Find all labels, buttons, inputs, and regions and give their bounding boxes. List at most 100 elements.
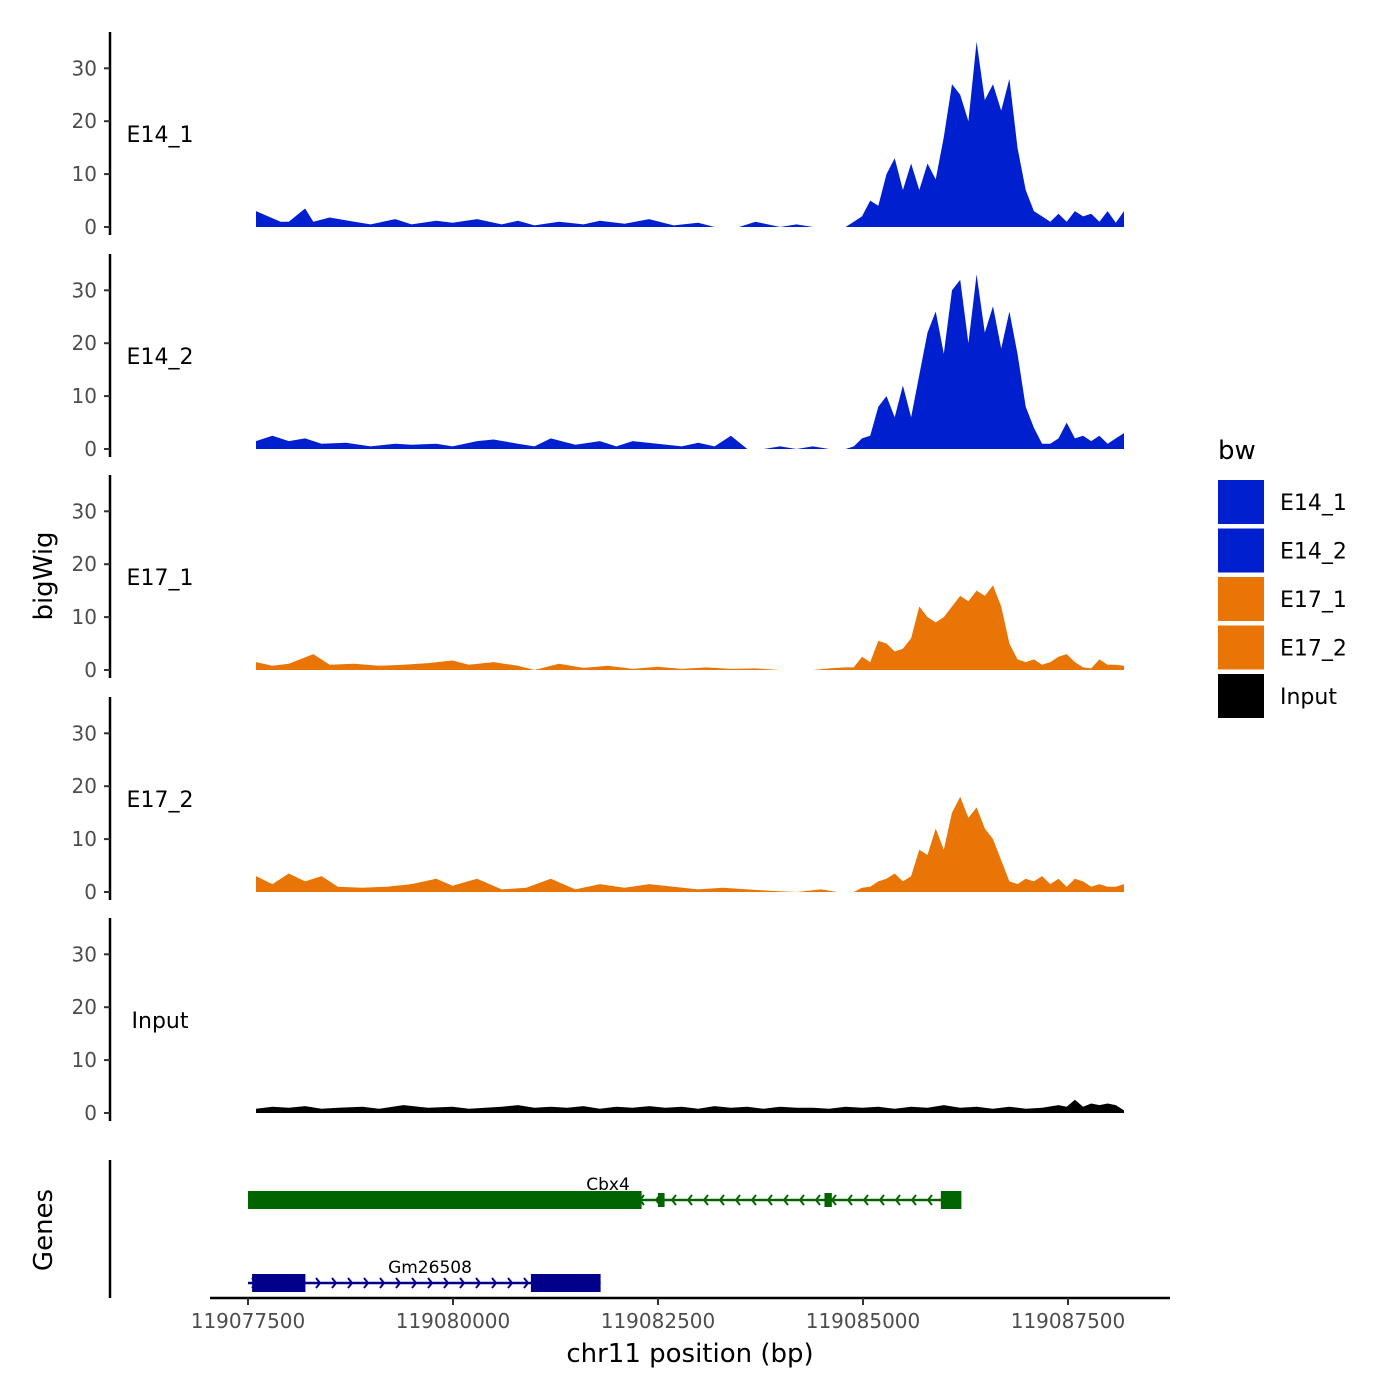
y-tick-label: 30	[72, 278, 97, 302]
strand-arrow	[331, 1277, 338, 1289]
y-tick-label: 10	[72, 384, 97, 408]
y-tick-label: 10	[72, 827, 97, 851]
x-tick-label: 119077500	[191, 1309, 306, 1333]
gene-exon	[824, 1193, 832, 1207]
signal-area-E17_2	[256, 796, 1124, 892]
legend-label: E14_2	[1280, 540, 1347, 565]
strand-arrow	[427, 1277, 434, 1289]
legend-entry-Input: Input	[1218, 674, 1337, 718]
gene-exon	[658, 1193, 665, 1207]
strand-arrow	[846, 1194, 853, 1206]
track-Input: 0 10 20 30 Input	[72, 918, 1124, 1125]
strand-arrow	[718, 1194, 725, 1206]
legend-label: E17_2	[1280, 637, 1347, 662]
strand-arrow	[491, 1277, 498, 1289]
legend-entry-E14_1: E14_1	[1218, 480, 1347, 524]
y-tick-label: 10	[72, 1048, 97, 1072]
strand-arrow	[926, 1194, 933, 1206]
track-name-E17_2: E17_2	[127, 788, 194, 813]
track-name-Input: Input	[132, 1009, 189, 1034]
track-E17_2: 0 10 20 30 E17_2	[72, 697, 1124, 904]
strand-arrow	[766, 1194, 773, 1206]
y-tick-label: 0	[84, 215, 97, 239]
strand-arrow	[363, 1277, 370, 1289]
y-tick-label: 0	[84, 880, 97, 904]
gene-label-Gm26508: Gm26508	[388, 1258, 472, 1278]
strand-arrow	[878, 1194, 885, 1206]
y-tick-label: 20	[72, 774, 97, 798]
gene-Gm26508: Gm26508	[248, 1258, 601, 1292]
track-E14_2: 0 10 20 30 E14_2	[72, 254, 1124, 461]
signal-area-E14_1	[256, 41, 1124, 227]
strand-arrow	[910, 1194, 917, 1206]
strand-arrow	[894, 1194, 901, 1206]
legend-swatch	[1218, 577, 1264, 621]
track-name-E14_2: E14_2	[127, 345, 194, 370]
gene-exon	[248, 1191, 642, 1209]
legend-label: E14_1	[1280, 491, 1347, 516]
strand-arrow	[347, 1277, 354, 1289]
strand-arrow	[686, 1194, 693, 1206]
signal-area-E14_2	[256, 274, 1124, 449]
strand-arrow	[782, 1194, 789, 1206]
strand-arrow	[670, 1194, 677, 1206]
legend-entry-E14_2: E14_2	[1218, 528, 1347, 573]
y-tick-label: 20	[72, 331, 97, 355]
legend-label: Input	[1280, 685, 1337, 710]
gene-exon	[252, 1274, 306, 1292]
legend: bw E14_1 E14_2 E17_1 E17_2 Input	[1218, 436, 1347, 718]
strand-arrow	[443, 1277, 450, 1289]
y-tick-label: 30	[72, 721, 97, 745]
legend-entry-E17_1: E17_1	[1218, 577, 1347, 621]
signal-area-Input	[256, 1099, 1124, 1113]
strand-arrow	[315, 1277, 322, 1289]
y-tick-label: 30	[72, 56, 97, 80]
y-axis-title: bigWig	[29, 531, 59, 620]
y-tick-label: 20	[72, 109, 97, 133]
y-tick-label: 30	[72, 499, 97, 523]
x-tick-label: 119087500	[1011, 1309, 1126, 1333]
strand-arrow	[702, 1194, 709, 1206]
gene-exon	[940, 1191, 962, 1209]
gene-exon	[530, 1274, 601, 1292]
track-E14_1: 0 10 20 30 E14_1	[72, 32, 1124, 239]
strand-arrow	[830, 1194, 837, 1206]
signal-area-E17_1	[256, 585, 1124, 670]
strand-arrow	[459, 1277, 466, 1289]
track-name-E14_1: E14_1	[127, 123, 194, 148]
y-tick-label: 20	[72, 995, 97, 1019]
gene-Cbx4: Cbx4	[248, 1175, 962, 1209]
y-tick-label: 10	[72, 162, 97, 186]
y-tick-label: 30	[72, 942, 97, 966]
legend-swatch	[1218, 528, 1264, 573]
gene-label-Cbx4: Cbx4	[586, 1175, 630, 1195]
strand-arrow	[507, 1277, 514, 1289]
legend-swatch	[1218, 674, 1264, 718]
x-tick-label: 119085000	[806, 1309, 921, 1333]
strand-arrow	[379, 1277, 386, 1289]
track-name-E17_1: E17_1	[127, 566, 194, 591]
strand-arrow	[814, 1194, 821, 1206]
x-tick-label: 119082500	[601, 1309, 716, 1333]
x-axis-title: chr11 position (bp)	[566, 1339, 813, 1369]
legend-label: E17_1	[1280, 588, 1347, 613]
y-tick-label: 0	[84, 1101, 97, 1125]
strand-arrow	[411, 1277, 418, 1289]
y-tick-label: 10	[72, 605, 97, 629]
strand-arrow	[475, 1277, 482, 1289]
legend-title: bw	[1218, 436, 1256, 466]
legend-entry-E17_2: E17_2	[1218, 625, 1347, 670]
strand-arrow	[734, 1194, 741, 1206]
track-E17_1: 0 10 20 30 E17_1	[72, 475, 1124, 682]
y-tick-label: 0	[84, 437, 97, 461]
strand-arrow	[862, 1194, 869, 1206]
y-tick-label: 0	[84, 658, 97, 682]
strand-arrow	[750, 1194, 757, 1206]
strand-arrow	[798, 1194, 805, 1206]
y-tick-label: 20	[72, 552, 97, 576]
legend-swatch	[1218, 625, 1264, 670]
strand-arrow	[523, 1277, 530, 1289]
legend-swatch	[1218, 480, 1264, 524]
strand-arrow	[395, 1277, 402, 1289]
